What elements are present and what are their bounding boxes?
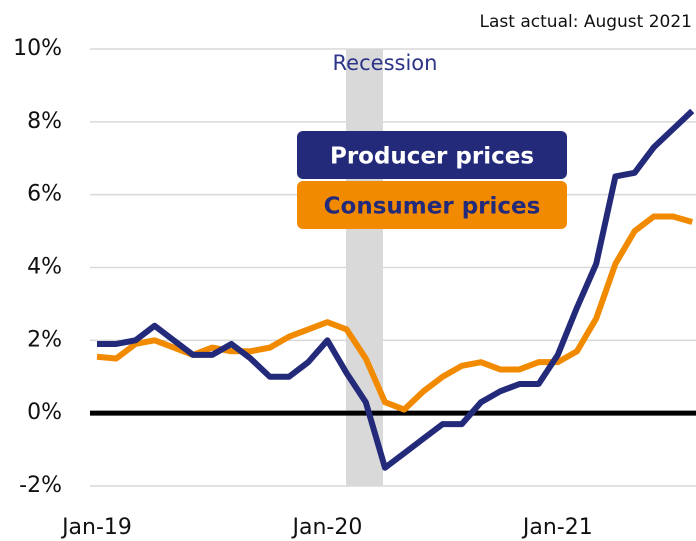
y-tick-label: -2% [19, 473, 62, 498]
series-line [97, 108, 695, 471]
y-tick-label: 8% [27, 109, 62, 134]
x-tick-label: Jan-19 [60, 515, 132, 540]
y-tick-label: 6% [27, 182, 62, 207]
legend-label: Consumer prices [324, 194, 541, 220]
legend-label: Producer prices [330, 144, 534, 170]
y-tick-label: 4% [27, 255, 62, 280]
y-tick-label: 0% [27, 400, 62, 425]
legend-box [297, 131, 567, 179]
y-tick-label: 10% [13, 36, 62, 61]
x-tick-label: Jan-21 [521, 515, 593, 540]
legend-box [297, 181, 567, 229]
x-tick-label: Jan-20 [290, 515, 362, 540]
note: Last actual: August 2021 [480, 12, 692, 32]
y-tick-label: 2% [27, 327, 62, 352]
recession-label: Recession [333, 51, 438, 75]
